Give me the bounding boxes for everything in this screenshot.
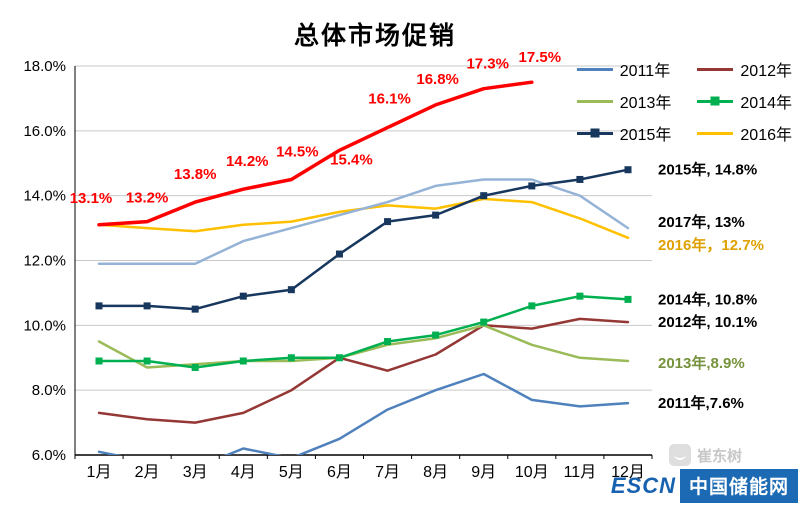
watermark-text: 崔东树 bbox=[696, 447, 742, 465]
legend-label: 2012年 bbox=[740, 63, 792, 80]
legend-label: 2013年 bbox=[619, 95, 672, 112]
x-axis-tick-label: 6月 bbox=[327, 464, 352, 481]
legend-swatch-2015-icon bbox=[576, 128, 613, 139]
red-series-data-label: 17.5% bbox=[519, 49, 562, 66]
series-marker-2014年 bbox=[624, 295, 632, 303]
series-marker-2015年 bbox=[143, 302, 151, 310]
y-axis-tick-label: 6.0% bbox=[32, 447, 66, 464]
legend-swatch-2012-icon bbox=[697, 64, 734, 75]
series-line-2017年 bbox=[97, 178, 630, 265]
series-line-2014年 bbox=[97, 294, 630, 369]
red-series-data-label: 14.2% bbox=[226, 153, 269, 170]
red-series-data-label: 16.1% bbox=[368, 91, 411, 108]
series-marker-2014年 bbox=[335, 354, 343, 362]
series-end-label: 2011年,7.6% bbox=[658, 394, 744, 412]
series-line-2012年 bbox=[97, 317, 630, 424]
series-line-2015年 bbox=[97, 168, 630, 311]
series-end-label: 2012年, 10.1% bbox=[658, 313, 757, 331]
red-series-data-label: 13.8% bbox=[174, 166, 217, 183]
y-axis-tick-label: 8.0% bbox=[32, 382, 66, 399]
legend-item-2013: 2013年 bbox=[576, 92, 672, 112]
red-series-data-label: 14.5% bbox=[276, 143, 319, 160]
legend-swatch-2016-icon bbox=[697, 128, 734, 139]
x-axis-tick-label: 5月 bbox=[279, 464, 304, 481]
series-marker-2015年 bbox=[335, 250, 343, 258]
series-marker-2015年 bbox=[287, 286, 295, 294]
legend-label: 2011年 bbox=[619, 63, 671, 80]
series-marker-2014年 bbox=[143, 357, 151, 365]
y-axis-tick-label: 14.0% bbox=[23, 188, 66, 205]
legend-swatch-2013-icon bbox=[576, 96, 613, 107]
series-marker-2015年 bbox=[95, 302, 103, 310]
chart-legend: 2011年 2012年 2013年 2014年 2015年 2016年 bbox=[576, 60, 792, 144]
x-axis-tick-label: 1月 bbox=[87, 464, 112, 481]
series-marker-2015年 bbox=[432, 211, 440, 219]
legend-item-2011: 2011年 bbox=[576, 60, 672, 80]
chart-title: 总体市场促销 bbox=[293, 22, 456, 50]
y-axis-tick-label: 10.0% bbox=[23, 317, 66, 334]
legend-item-2012: 2012年 bbox=[697, 60, 792, 80]
series-marker-2015年 bbox=[624, 166, 632, 174]
x-axis-tick-label: 12月 bbox=[611, 464, 645, 481]
escn-site-name: 中国储能网 bbox=[679, 469, 798, 503]
series-marker-2015年 bbox=[480, 192, 488, 200]
series-end-label: 2014年, 10.8% bbox=[658, 290, 757, 308]
series-marker-2015年 bbox=[576, 175, 584, 183]
series-marker-2015年 bbox=[528, 182, 536, 190]
escn-logo-text: ESCN bbox=[610, 473, 676, 498]
x-axis-tick-label: 7月 bbox=[375, 464, 400, 481]
series-marker-2014年 bbox=[239, 357, 247, 365]
series-marker-2014年 bbox=[191, 363, 199, 371]
y-axis-tick-label: 16.0% bbox=[23, 123, 66, 140]
escn-logo: ESCN 中国储能网 bbox=[611, 469, 798, 503]
series-marker-2015年 bbox=[384, 218, 392, 226]
series-line-2011年 bbox=[97, 372, 630, 455]
series-marker-2014年 bbox=[528, 302, 536, 310]
x-axis-tick-label: 11月 bbox=[564, 464, 597, 481]
series-marker-2014年 bbox=[95, 357, 103, 365]
legend-label: 2016年 bbox=[740, 127, 792, 144]
x-axis-tick-label: 2月 bbox=[135, 464, 160, 481]
series-marker-2014年 bbox=[480, 318, 488, 326]
series-end-label: 2013年,8.9% bbox=[658, 354, 745, 372]
legend-item-2015: 2015年 bbox=[576, 124, 672, 144]
series-marker-2014年 bbox=[287, 354, 295, 362]
series-marker-2014年 bbox=[576, 292, 584, 300]
x-axis-tick-label: 10月 bbox=[515, 464, 549, 481]
series-end-label: 2016年，12.7% bbox=[658, 236, 764, 254]
series-end-label: 2015年, 14.8% bbox=[658, 161, 757, 179]
series-marker-2014年 bbox=[384, 338, 392, 346]
red-series-data-label: 13.2% bbox=[126, 190, 169, 207]
legend-item-2016: 2016年 bbox=[697, 124, 792, 144]
series-marker-2014年 bbox=[432, 331, 440, 339]
series-line-2016年 bbox=[97, 197, 630, 240]
legend-label: 2015年 bbox=[619, 127, 672, 144]
x-axis-tick-label: 9月 bbox=[471, 464, 496, 481]
red-series-data-label: 16.8% bbox=[416, 71, 459, 88]
legend-swatch-2011-icon bbox=[576, 64, 613, 75]
y-axis-tick-label: 18.0% bbox=[23, 58, 66, 75]
series-end-label: 2017年, 13% bbox=[658, 213, 745, 231]
red-series-data-label: 17.3% bbox=[466, 56, 509, 73]
red-series-data-label: 13.1% bbox=[70, 190, 113, 207]
wechat-watermark: 崔东树 bbox=[668, 444, 742, 466]
y-axis-tick-label: 12.0% bbox=[23, 253, 66, 270]
x-axis-tick-label: 8月 bbox=[423, 464, 448, 481]
plot-area bbox=[95, 80, 632, 455]
x-axis-tick-label: 3月 bbox=[183, 464, 208, 481]
series-line-2018年 bbox=[97, 80, 534, 227]
series-marker-2015年 bbox=[191, 305, 199, 313]
series-marker-2015年 bbox=[239, 292, 247, 300]
x-axis-tick-label: 4月 bbox=[231, 464, 256, 481]
legend-item-2014: 2014年 bbox=[697, 92, 792, 112]
legend-swatch-2014-icon bbox=[697, 96, 734, 107]
red-series-data-label: 15.4% bbox=[330, 151, 373, 168]
legend-label: 2014年 bbox=[740, 95, 792, 112]
wechat-icon bbox=[668, 444, 691, 466]
series-line-2013年 bbox=[97, 324, 630, 369]
